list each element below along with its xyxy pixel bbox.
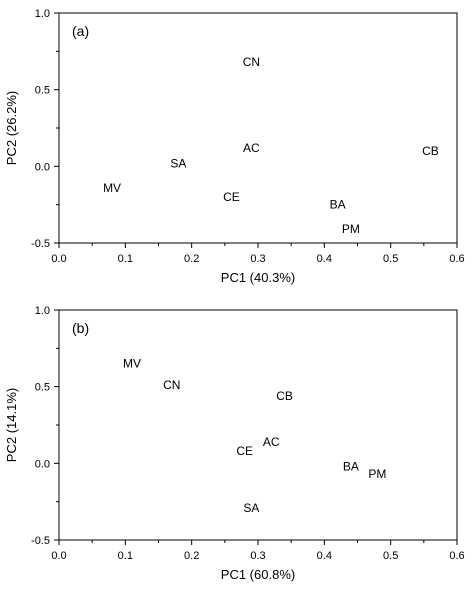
x-tick-label: 0.3	[250, 253, 265, 265]
x-axis-label: PC1 (60.8%)	[221, 567, 295, 582]
data-point-mv: MV	[123, 357, 141, 371]
y-tick-label: 1.0	[35, 8, 50, 20]
y-tick-label: 1.0	[35, 305, 50, 317]
y-tick-label: -0.5	[31, 535, 50, 547]
data-point-cn: CN	[163, 378, 180, 392]
data-point-ac: AC	[243, 141, 260, 155]
y-axis-label: PC2 (14.1%)	[4, 388, 19, 462]
x-tick-label: 0.5	[383, 253, 398, 265]
x-tick-label: 0.0	[51, 550, 66, 562]
x-tick-label: 0.1	[118, 550, 133, 562]
data-point-ce: CE	[236, 444, 253, 458]
data-point-sa: SA	[170, 156, 186, 170]
y-tick-label: 0.5	[35, 85, 50, 97]
x-tick-label: 0.6	[449, 253, 464, 265]
x-axis-label: PC1 (40.3%)	[221, 270, 295, 285]
x-tick-label: 0.1	[118, 253, 133, 265]
data-point-cb: CB	[422, 144, 439, 158]
y-tick-label: 0.0	[35, 458, 50, 470]
data-point-mv: MV	[103, 181, 121, 195]
x-tick-label: 0.0	[51, 253, 66, 265]
data-point-cb: CB	[276, 389, 293, 403]
data-point-sa: SA	[243, 501, 259, 515]
x-tick-label: 0.4	[317, 550, 332, 562]
x-tick-label: 0.6	[449, 550, 464, 562]
panel-label: (b)	[72, 320, 89, 336]
x-tick-label: 0.2	[184, 253, 199, 265]
plot-frame	[58, 12, 458, 244]
x-tick-label: 0.3	[250, 550, 265, 562]
data-point-pm: PM	[342, 222, 360, 236]
data-point-ce: CE	[223, 190, 240, 204]
x-tick-label: 0.5	[383, 550, 398, 562]
y-tick-label: -0.5	[31, 238, 50, 250]
data-point-ba: BA	[343, 459, 359, 473]
data-point-pm: PM	[368, 467, 386, 481]
y-axis-label: PC2 (26.2%)	[4, 91, 19, 165]
x-tick-label: 0.4	[317, 253, 332, 265]
data-point-cn: CN	[243, 55, 260, 69]
panel-label: (a)	[72, 23, 89, 39]
data-point-ba: BA	[330, 198, 346, 212]
y-tick-label: 0.5	[35, 382, 50, 394]
x-tick-label: 0.2	[184, 550, 199, 562]
data-point-ac: AC	[263, 435, 280, 449]
y-tick-label: 0.0	[35, 161, 50, 173]
